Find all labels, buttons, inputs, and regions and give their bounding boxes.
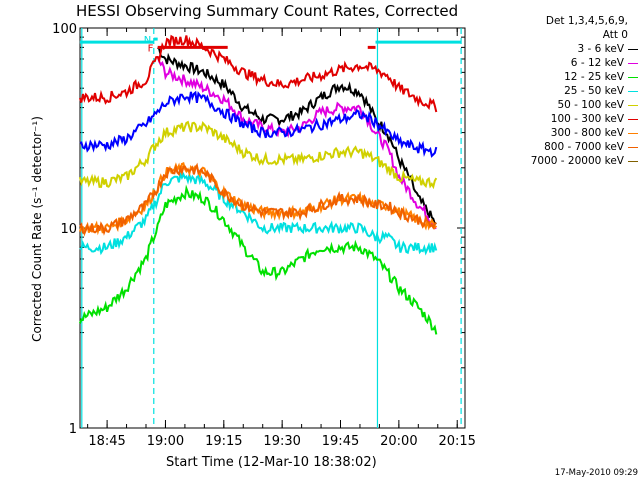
x-tick-label: 19:00 bbox=[147, 434, 184, 449]
legend-swatch bbox=[628, 160, 638, 162]
legend-entry-label: 25 - 50 keV bbox=[564, 85, 624, 97]
legend-header-line2: Att 0 bbox=[602, 29, 628, 41]
legend-entry: 12 - 25 keV bbox=[480, 70, 638, 84]
x-tick-label: 19:45 bbox=[322, 434, 359, 449]
series-line-0 bbox=[157, 46, 437, 226]
legend-swatch bbox=[628, 118, 638, 120]
legend: Det 1,3,4,5,6,9, Att 0 3 - 6 keV 6 - 12 k… bbox=[480, 14, 638, 168]
legend-swatch bbox=[628, 104, 638, 106]
legend-entry: 7000 - 20000 keV bbox=[480, 154, 638, 168]
flag-label: F bbox=[148, 43, 154, 54]
legend-entry-label: 6 - 12 keV bbox=[570, 57, 624, 69]
legend-entry-label: 12 - 25 keV bbox=[564, 71, 624, 83]
legend-entry-label: 800 - 7000 keV bbox=[544, 141, 624, 153]
legend-swatch bbox=[628, 90, 638, 92]
series-line-5 bbox=[78, 34, 438, 113]
legend-entry: 100 - 300 keV bbox=[480, 112, 638, 126]
x-tick-label: 19:15 bbox=[205, 434, 242, 449]
legend-entry-label: 100 - 300 keV bbox=[550, 113, 624, 125]
legend-entry-label: 7000 - 20000 keV bbox=[530, 155, 624, 167]
legend-entry: 800 - 7000 keV bbox=[480, 140, 638, 154]
x-axis-label: Start Time (12-Mar-10 18:38:02) bbox=[166, 455, 377, 470]
chart-title: HESSI Observing Summary Count Rates, Cor… bbox=[76, 2, 459, 20]
series-line-2 bbox=[78, 184, 438, 335]
legend-entry-label: 300 - 800 keV bbox=[550, 127, 624, 139]
legend-entry: 300 - 800 keV bbox=[480, 126, 638, 140]
y-axis-label: Corrected Count Rate (s⁻¹ detector⁻¹) bbox=[30, 116, 44, 342]
x-tick-label: 20:15 bbox=[438, 434, 475, 449]
y-tick-label: 10 bbox=[60, 222, 77, 237]
legend-entry: 6 - 12 keV bbox=[480, 56, 638, 70]
legend-entry: 3 - 6 keV bbox=[480, 42, 638, 56]
series-line-9 bbox=[79, 90, 438, 158]
legend-entry: 25 - 50 keV bbox=[480, 84, 638, 98]
legend-entry-label: 50 - 100 keV bbox=[557, 99, 624, 111]
legend-entry: 50 - 100 keV bbox=[480, 98, 638, 112]
x-tick-label: 19:30 bbox=[263, 434, 300, 449]
series-line-3 bbox=[79, 171, 438, 256]
legend-swatch bbox=[628, 146, 638, 148]
legend-swatch bbox=[628, 48, 638, 50]
series-line-4 bbox=[78, 120, 438, 190]
legend-header-line1: Det 1,3,4,5,6,9, bbox=[545, 15, 628, 27]
x-tick-label: 20:00 bbox=[380, 434, 417, 449]
legend-swatch bbox=[628, 132, 638, 134]
legend-swatch bbox=[628, 76, 638, 78]
legend-swatch bbox=[628, 62, 638, 64]
y-tick-label: 1 bbox=[69, 422, 77, 437]
y-tick-label: 100 bbox=[52, 22, 77, 37]
timestamp: 17-May-2010 09:29 bbox=[554, 468, 638, 478]
flag-label: N bbox=[144, 35, 151, 46]
x-tick-label: 18:45 bbox=[88, 434, 125, 449]
series-line-7 bbox=[79, 162, 437, 236]
legend-rows: 3 - 6 keV 6 - 12 keV 12 - 25 keV 25 - 50 ke… bbox=[480, 42, 638, 168]
legend-entry-label: 3 - 6 keV bbox=[577, 43, 624, 55]
